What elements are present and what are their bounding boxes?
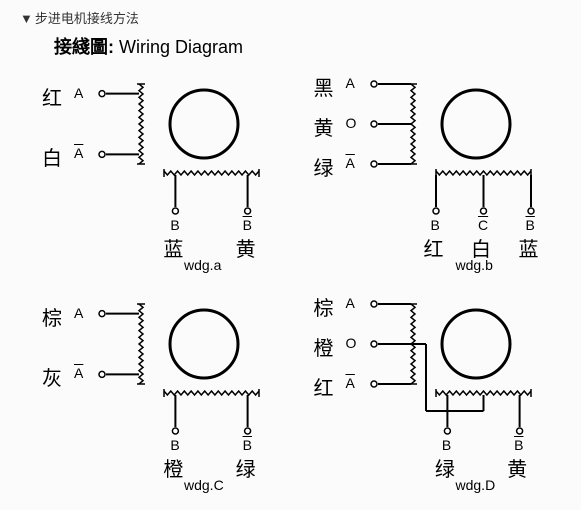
subtitle-en: Wiring Diagram bbox=[119, 37, 243, 57]
wire-sym-a-L1: A bbox=[74, 145, 83, 161]
wire-label-d-B1: 黄 bbox=[507, 453, 527, 482]
diagram-grid: 红A白AB蓝B黄wdg.a黑A黄O绿AB红C白B蓝wdg.b棕A灰AB橙B绿wd… bbox=[34, 69, 547, 499]
wire-sym-d-L1: O bbox=[346, 335, 357, 351]
wire-label-b-B2: 蓝 bbox=[519, 233, 539, 262]
wire-label-c-B0: 橙 bbox=[163, 453, 183, 482]
wire-sym-a-B1: B bbox=[243, 217, 252, 233]
page-title: 步进电机接线方法 bbox=[20, 8, 561, 27]
wire-label-c-L0: 棕 bbox=[42, 302, 62, 331]
wire-sym-b-B1: C bbox=[478, 217, 488, 233]
wire-label-b-L0: 黑 bbox=[314, 72, 334, 101]
wire-label-d-L1: 橙 bbox=[314, 332, 334, 361]
wire-label-d-B0: 绿 bbox=[435, 453, 455, 482]
diagram-caption-b: wdg.b bbox=[456, 257, 493, 273]
wire-label-d-L2: 红 bbox=[314, 372, 334, 401]
diagram-a: 红A白AB蓝B黄wdg.a bbox=[34, 69, 276, 279]
wire-label-b-B0: 红 bbox=[424, 233, 444, 262]
wire-sym-d-B0: B bbox=[442, 437, 451, 453]
subtitle-cn: 接綫圖: bbox=[54, 37, 114, 57]
wire-sym-b-L0: A bbox=[346, 75, 355, 91]
wire-sym-b-L2: A bbox=[346, 155, 355, 171]
diagram-caption-c: wdg.C bbox=[184, 477, 224, 493]
wire-sym-a-L0: A bbox=[74, 85, 83, 101]
wire-sym-b-B0: B bbox=[431, 217, 440, 233]
wire-sym-c-B0: B bbox=[170, 437, 179, 453]
wire-label-b-L2: 绿 bbox=[314, 152, 334, 181]
wire-label-c-L1: 灰 bbox=[42, 362, 62, 391]
diagram-caption-a: wdg.a bbox=[184, 257, 221, 273]
wire-sym-a-B0: B bbox=[170, 217, 179, 233]
wire-sym-c-L0: A bbox=[74, 305, 83, 321]
wire-label-a-L0: 红 bbox=[42, 82, 62, 111]
wire-sym-d-L2: A bbox=[346, 375, 355, 391]
wire-label-d-L0: 棕 bbox=[314, 292, 334, 321]
subtitle: 接綫圖: Wiring Diagram bbox=[54, 33, 561, 59]
wire-sym-b-B2: B bbox=[526, 217, 535, 233]
diagram-d: 棕A橙O红AB绿B黄wdg.D bbox=[306, 289, 548, 499]
wire-label-b-L1: 黄 bbox=[314, 112, 334, 141]
wire-sym-b-L1: O bbox=[346, 115, 357, 131]
wire-label-a-L1: 白 bbox=[42, 142, 62, 171]
wire-sym-c-L1: A bbox=[74, 365, 83, 381]
diagram-caption-d: wdg.D bbox=[456, 477, 496, 493]
wire-sym-c-B1: B bbox=[243, 437, 252, 453]
wire-sym-d-L0: A bbox=[346, 295, 355, 311]
diagram-b: 黑A黄O绿AB红C白B蓝wdg.b bbox=[306, 69, 548, 279]
diagram-c: 棕A灰AB橙B绿wdg.C bbox=[34, 289, 276, 499]
wire-sym-d-B1: B bbox=[514, 437, 523, 453]
wire-label-a-B0: 蓝 bbox=[163, 233, 183, 262]
wire-label-a-B1: 黄 bbox=[236, 233, 256, 262]
wire-label-c-B1: 绿 bbox=[236, 453, 256, 482]
